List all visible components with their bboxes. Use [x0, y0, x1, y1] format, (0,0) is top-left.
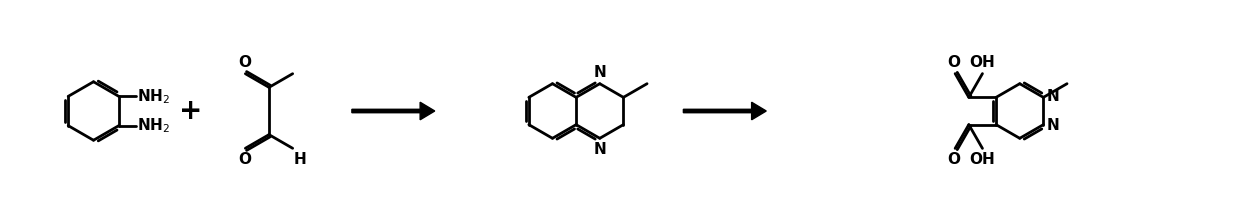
Text: OH: OH — [970, 55, 996, 70]
Text: N: N — [594, 142, 606, 157]
Text: N: N — [1047, 118, 1059, 133]
Text: N: N — [594, 65, 606, 80]
Text: NH$_2$: NH$_2$ — [136, 87, 170, 106]
Text: +: + — [180, 97, 202, 125]
Text: N: N — [1047, 89, 1059, 104]
FancyArrow shape — [683, 102, 766, 120]
FancyArrow shape — [352, 102, 435, 120]
Text: OH: OH — [970, 152, 996, 167]
Text: NH$_2$: NH$_2$ — [136, 116, 170, 135]
Text: H: H — [294, 152, 306, 167]
Text: O: O — [947, 55, 961, 70]
Text: O: O — [947, 152, 961, 167]
Text: O: O — [238, 152, 250, 167]
Text: O: O — [238, 55, 250, 70]
